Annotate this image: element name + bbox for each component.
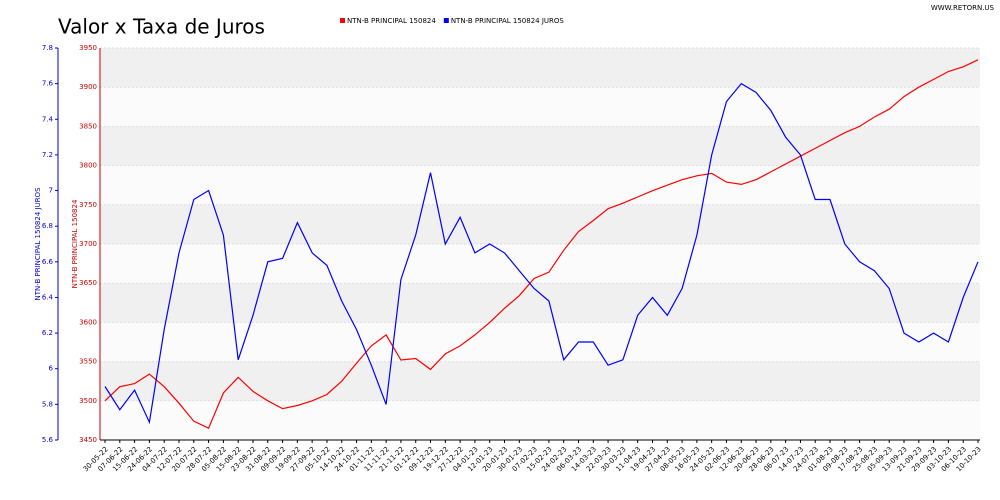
band (100, 48, 980, 88)
chart-title: Valor x Taxa de Juros (58, 15, 265, 39)
y-tick-label: 3450 (79, 436, 97, 444)
y2-tick-label: 5.6 (42, 436, 54, 444)
y2-tick-label: 7.4 (42, 115, 54, 123)
y2-tick-label: 6.6 (42, 258, 54, 266)
y-tick-label: 3700 (79, 240, 97, 248)
y2-tick-label: 5.8 (42, 400, 53, 408)
legend-label: NTN-B PRINCIPAL 150824 JUROS (451, 17, 565, 25)
y2-axis-label: NTN-B PRINCIPAL 150824 JUROS (34, 187, 42, 301)
legend-swatch (340, 18, 345, 23)
y2-tick-label: 6 (49, 365, 54, 373)
series-line (104, 82, 979, 425)
y-tick-label: 3650 (79, 279, 97, 287)
y-tick-label: 3900 (79, 83, 97, 91)
legend-swatch (443, 18, 449, 23)
band (100, 361, 980, 401)
y-axis-label: NTN-B PRINCIPAL 150824 (71, 199, 79, 288)
y2-tick-label: 7.8 (42, 44, 53, 52)
y2-tick-label: 6.8 (42, 222, 53, 230)
watermark: WWW.RETORN.US (931, 4, 995, 12)
y-tick-label: 3850 (79, 122, 97, 130)
y-tick-label: 3550 (79, 358, 97, 366)
band (100, 283, 980, 323)
y-tick-label: 3750 (79, 201, 97, 209)
band (100, 204, 980, 244)
series-line (104, 59, 979, 430)
y2-tick-label: 7 (49, 187, 53, 195)
y-tick-label: 3600 (79, 318, 97, 326)
y-tick-label: 3500 (79, 397, 97, 405)
y2-tick-label: 7.6 (42, 80, 54, 88)
y2-tick-label: 7.2 (42, 151, 53, 159)
y2-tick-label: 6.2 (42, 329, 53, 337)
band (100, 126, 980, 166)
y2-tick-label: 6.4 (42, 293, 54, 301)
y-tick-label: 3800 (79, 162, 97, 170)
y-tick-label: 3950 (79, 44, 97, 52)
legend-label: NTN-B PRINCIPAL 150824 (347, 17, 436, 25)
